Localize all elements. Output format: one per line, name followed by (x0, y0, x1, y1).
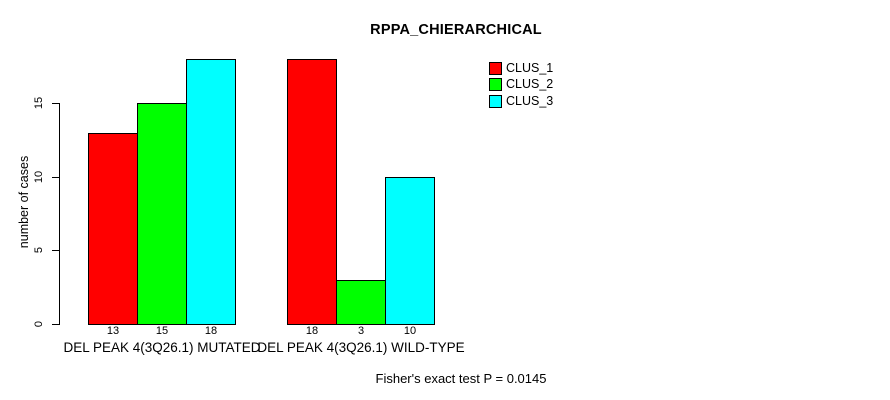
y-axis-tick-label: 5 (33, 247, 45, 254)
y-axis-line (59, 103, 60, 325)
chart-title: RPPA_CHIERARCHICAL (370, 22, 542, 38)
bar-clus_2-group1 (137, 103, 187, 325)
y-axis-tick-label: 0 (33, 320, 45, 328)
chart-legend: CLUS_1 CLUS_2 CLUS_3 (489, 62, 553, 111)
y-axis-tick (52, 324, 59, 325)
bar-value-label: 18 (204, 325, 218, 337)
legend-label: CLUS_2 (506, 77, 554, 92)
legend-swatch-clus_3 (489, 94, 502, 108)
x-axis-group-label: DEL PEAK 4(3Q26.1) WILD-TYPE (257, 340, 465, 355)
legend-item-clus_1: CLUS_1 (489, 62, 553, 75)
y-axis-tick-label: 15 (33, 97, 45, 110)
bar-clus_1-group1 (88, 132, 138, 325)
fisher-test-annotation: Fisher's exact test P = 0.0145 (375, 371, 547, 386)
bar-clus_3-group2 (385, 176, 435, 325)
legend-item-clus_2: CLUS_2 (489, 77, 554, 92)
bar-value-label: 3 (357, 325, 365, 337)
bar-clus_1-group2 (287, 59, 337, 325)
bar-value-label: 18 (305, 325, 319, 337)
bar-clus_2-group2 (336, 279, 386, 325)
bar-clus_3-group1 (186, 59, 236, 325)
legend-swatch-clus_1 (489, 62, 502, 75)
legend-swatch-clus_2 (489, 78, 502, 92)
bar-value-label: 15 (155, 325, 169, 337)
bar-value-label: 10 (403, 325, 417, 337)
y-axis-tick (52, 250, 59, 252)
y-axis-tick (52, 103, 59, 105)
legend-label: CLUS_1 (506, 61, 554, 75)
y-axis-tick-label: 10 (33, 170, 45, 183)
legend-item-clus_3: CLUS_3 (489, 93, 554, 108)
legend-label: CLUS_3 (506, 93, 554, 108)
y-axis-tick (52, 176, 59, 178)
x-axis-group-label: DEL PEAK 4(3Q26.1) MUTATED (63, 340, 261, 355)
bar-value-label: 13 (106, 325, 120, 337)
